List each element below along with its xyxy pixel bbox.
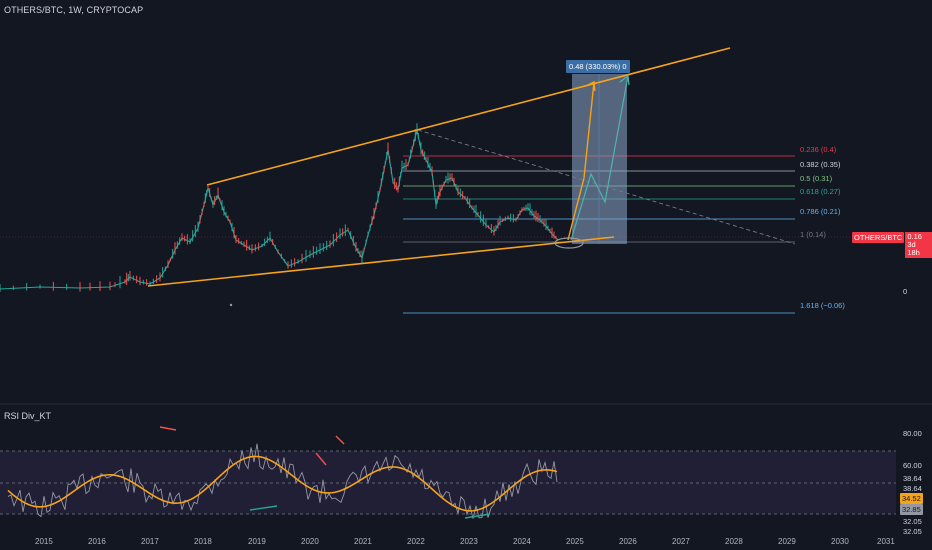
time-axis-year-2023: 2023 <box>460 537 478 546</box>
time-axis-year-2031: 2031 <box>877 537 895 546</box>
fib-label-0618: 0.618 (0.27) <box>800 187 841 196</box>
rsi-divergence-red-1 <box>159 426 177 431</box>
rsi-axis-3205-a: 32.05 <box>903 517 922 526</box>
projection-path-teal[interactable] <box>570 75 629 241</box>
time-axis-year-2016: 2016 <box>88 537 106 546</box>
rsi-axis-3864-b: 38.64 <box>903 484 922 493</box>
time-axis[interactable]: 2015 2016 2017 2018 2019 2020 2021 2022 2023 2024… <box>0 535 932 550</box>
fib-label-0382: 0.382 (0.35) <box>800 160 841 169</box>
rsi-divergence-green-2 <box>464 513 491 519</box>
channel-lower-line[interactable] <box>147 236 615 287</box>
dashed-downtrend-line[interactable] <box>417 129 796 245</box>
time-axis-year-2024: 2024 <box>513 537 531 546</box>
time-axis-year-2025: 2025 <box>566 537 584 546</box>
time-axis-year-2015: 2015 <box>35 537 53 546</box>
price-axis-zero: 0 <box>903 287 908 296</box>
time-axis-year-2020: 2020 <box>301 537 319 546</box>
measure-box[interactable] <box>572 74 627 244</box>
time-axis-year-2017: 2017 <box>141 537 159 546</box>
fib-label-1: 1 (0.14) <box>800 230 826 239</box>
measure-label[interactable]: 0.48 (330.03%) 0 <box>566 60 630 73</box>
time-axis-year-2018: 2018 <box>194 537 212 546</box>
rsi-badge-3285: 32.85 <box>900 504 923 515</box>
rsi-raw-line <box>7 443 558 519</box>
marker-dot <box>229 303 233 307</box>
projection-path-orange[interactable] <box>567 81 595 241</box>
time-axis-year-2027: 2027 <box>672 537 690 546</box>
projection-arrowhead-orange <box>585 80 596 92</box>
rsi-badge-3452: 34.52 <box>900 493 923 504</box>
rsi-divergence-red-2 <box>315 452 327 466</box>
rsi-band <box>0 451 896 514</box>
time-axis-year-2028: 2028 <box>725 537 743 546</box>
fib-label-0786: 0.786 (0.21) <box>800 207 841 216</box>
rsi-axis-3864-a: 38.64 <box>903 474 922 483</box>
time-axis-year-2030: 2030 <box>831 537 849 546</box>
symbol-badge-price-block: 0.16 3d 18h <box>905 232 932 258</box>
rsi-axis-80: 80.00 <box>903 429 922 438</box>
time-axis-year-2029: 2029 <box>778 537 796 546</box>
rsi-divergence-green-1 <box>249 505 278 511</box>
time-axis-year-2021: 2021 <box>354 537 372 546</box>
fib-label-05: 0.5 (0.31) <box>800 174 833 183</box>
symbol-badge-name: OTHERS/BTC <box>852 232 905 243</box>
rsi-axis-3205-b: 32.05 <box>903 527 922 534</box>
price-series-candles <box>0 123 557 292</box>
time-axis-year-2026: 2026 <box>619 537 637 546</box>
projection-arrowhead-teal <box>619 74 630 86</box>
fib-label-1618: 1.618 (−0.06) <box>800 301 845 310</box>
fib-label-0236: 0.236 (0.4) <box>800 145 837 154</box>
symbol-badge-countdown: 3d 18h <box>907 240 920 257</box>
symbol-badge-price: 0.16 <box>907 232 922 241</box>
time-axis-year-2019: 2019 <box>248 537 266 546</box>
rsi-axis-60: 60.00 <box>903 461 922 470</box>
rsi-divergence-red-3 <box>335 435 345 445</box>
symbol-badge[interactable]: OTHERS/BTC 0.16 3d 18h <box>852 232 932 258</box>
chart-title[interactable]: OTHERS/BTC, 1W, CRYPTOCAP <box>4 5 144 15</box>
bottom-highlight-ellipse[interactable] <box>554 237 584 249</box>
channel-upper-line[interactable] <box>206 47 731 186</box>
rsi-smooth-line <box>7 455 558 512</box>
time-axis-year-2022: 2022 <box>407 537 425 546</box>
rsi-title[interactable]: RSI Div_KT <box>4 411 52 421</box>
